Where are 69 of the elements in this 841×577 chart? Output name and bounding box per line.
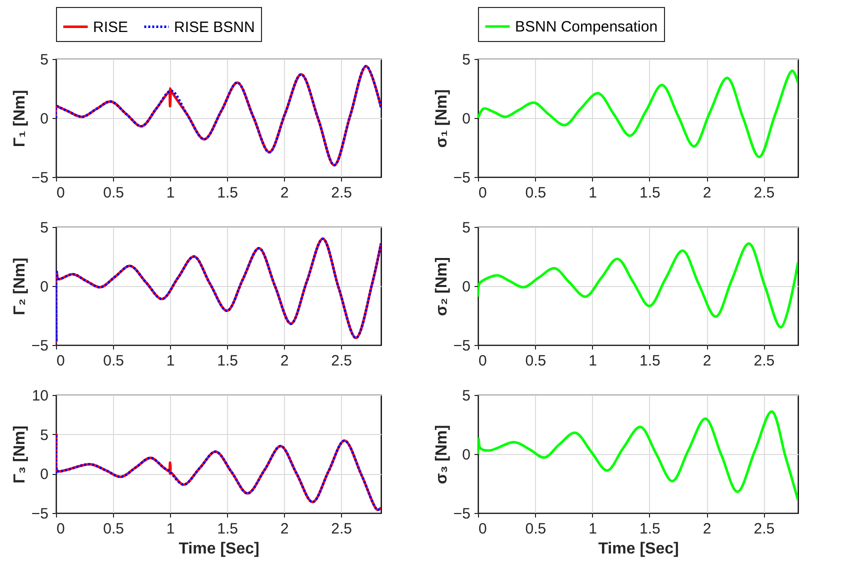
x-tick-label: 0.5: [525, 352, 546, 370]
x-tick-label: 2: [280, 184, 289, 202]
y-tick-label: 5: [462, 388, 470, 404]
x-tick-label: 0: [56, 352, 65, 370]
x-axis-title: Time [Sec]: [598, 540, 679, 558]
y-axis-title: σ₂ [Nm]: [433, 257, 450, 316]
x-tick-label: 0: [478, 352, 487, 370]
y-axis-title: Γ₃ [Nm]: [11, 426, 28, 484]
x-tick-label: 2.5: [331, 184, 352, 202]
y-tick-label: 5: [40, 220, 48, 236]
x-tick-label: 1: [588, 352, 597, 370]
y-tick-label: 0: [462, 446, 470, 464]
x-tick-label: 2: [280, 352, 289, 370]
y-tick-label: −5: [453, 170, 470, 186]
y-tick-label: 5: [40, 52, 48, 68]
x-tick-label: 0.5: [103, 520, 124, 538]
x-tick-label: 2: [702, 352, 712, 370]
y-tick-label: −5: [31, 338, 48, 354]
y-axis-title: σ₁ [Nm]: [433, 89, 450, 148]
y-tick-label: 0: [40, 278, 48, 296]
y-tick-label: −5: [31, 506, 48, 522]
y-tick-label: −5: [31, 170, 48, 186]
y-tick-label: 5: [40, 426, 48, 444]
y-tick-label: 0: [40, 466, 48, 484]
x-tick-label: 1: [166, 520, 175, 538]
x-tick-label: 2.5: [754, 520, 775, 538]
line-series: [478, 70, 798, 158]
y-axis-title: Γ₁ [Nm]: [11, 90, 28, 148]
x-tick-label: 0: [56, 184, 65, 202]
y-tick-label: 0: [462, 278, 470, 296]
x-tick-label: 1.5: [217, 520, 238, 538]
line-series: [478, 242, 798, 329]
x-tick-label: 0: [478, 184, 487, 202]
legend-label: RISE: [93, 18, 128, 36]
x-tick-label: 1: [588, 184, 597, 202]
x-tick-label: 1.5: [640, 352, 660, 370]
line-series: [478, 410, 798, 502]
x-tick-label: 2: [702, 184, 712, 202]
x-axis-title: Time [Sec]: [178, 540, 260, 558]
y-tick-label: −5: [453, 506, 470, 522]
x-tick-label: 0.5: [525, 520, 546, 538]
y-tick-label: 0: [462, 110, 470, 128]
x-tick-label: 2.5: [754, 184, 775, 202]
x-tick-label: 2.5: [331, 520, 352, 538]
y-tick-label: 5: [462, 52, 470, 68]
x-tick-label: 1.5: [640, 520, 660, 538]
x-tick-label: 0: [56, 520, 65, 538]
x-tick-label: 2.5: [331, 352, 352, 370]
x-tick-label: 1.5: [217, 352, 238, 370]
y-tick-label: 10: [32, 388, 48, 404]
x-tick-label: 1: [588, 520, 597, 538]
legend-label: BSNN Compensation: [515, 18, 658, 36]
x-tick-label: 1: [166, 352, 175, 370]
x-tick-label: 0.5: [103, 184, 124, 202]
y-tick-label: 0: [40, 110, 48, 128]
x-tick-label: 1.5: [217, 184, 238, 202]
x-tick-label: 0.5: [525, 184, 546, 202]
y-tick-label: −5: [453, 338, 470, 354]
y-axis-title: σ₃ [Nm]: [433, 424, 450, 484]
y-axis-title: Γ₂ [Nm]: [11, 258, 28, 316]
x-tick-label: 0.5: [103, 352, 124, 370]
x-tick-label: 1: [166, 184, 175, 202]
y-tick-label: 5: [462, 220, 470, 236]
x-tick-label: 2: [702, 520, 712, 538]
x-tick-label: 1.5: [640, 184, 660, 202]
x-tick-label: 0: [478, 520, 487, 538]
legend-label: RISE BSNN: [174, 18, 255, 36]
x-tick-label: 2: [280, 520, 289, 538]
x-tick-label: 2.5: [754, 352, 775, 370]
